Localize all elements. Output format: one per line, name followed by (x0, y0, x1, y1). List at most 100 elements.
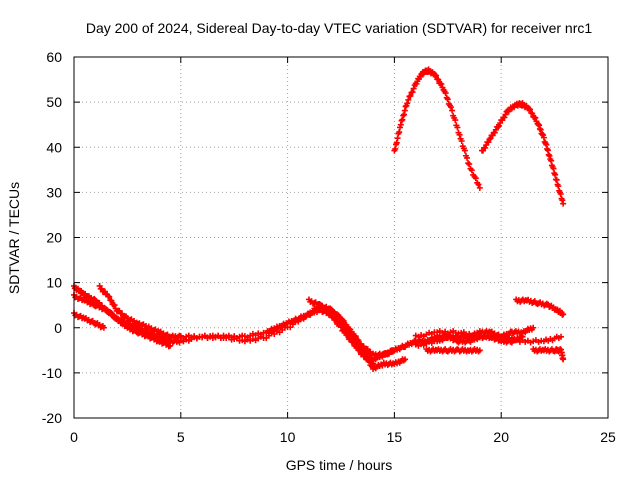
y-tick-label: -20 (42, 410, 62, 426)
data-point (449, 107, 456, 114)
data-point (363, 352, 370, 359)
data-point (501, 114, 508, 121)
series-arc-j (530, 346, 567, 363)
series-arc-d (96, 282, 398, 360)
y-tick-label: 40 (46, 139, 62, 155)
y-tick-label: 20 (46, 230, 62, 246)
data-points (71, 66, 567, 372)
y-tick-label: 50 (46, 94, 62, 110)
data-point (366, 357, 373, 364)
y-tick-label: 0 (54, 320, 62, 336)
y-tick-label: 30 (46, 184, 62, 200)
data-point (496, 122, 503, 129)
data-point (433, 72, 440, 79)
data-point (401, 107, 408, 114)
data-point (391, 347, 398, 354)
data-point (465, 160, 472, 167)
y-axis-label: SDTVAR / TECUs (6, 182, 22, 294)
data-point (399, 116, 406, 123)
data-point (560, 311, 567, 318)
data-point (100, 324, 107, 331)
data-point (167, 342, 174, 349)
x-tick-label: 0 (70, 429, 78, 445)
data-point (475, 181, 482, 188)
data-point (435, 76, 442, 83)
data-point (461, 147, 468, 154)
data-point (482, 144, 489, 151)
data-point (472, 175, 479, 182)
data-point (476, 184, 483, 191)
y-tick-label: 10 (46, 275, 62, 291)
data-point (529, 110, 536, 117)
axis-ticks: 0 5 10 15 20 25 -20 -10 0 10 20 30 40 50 60 (42, 49, 616, 445)
series-arc-h (412, 324, 537, 349)
series-arc-f (327, 305, 409, 372)
data-point (354, 339, 361, 346)
data-point (409, 89, 416, 96)
series-arc-b (71, 282, 174, 350)
data-point (486, 136, 493, 143)
data-point (485, 139, 492, 146)
data-point (544, 147, 551, 154)
data-point (540, 134, 547, 141)
data-point (448, 104, 455, 111)
data-point (494, 123, 501, 130)
data-point (111, 302, 118, 309)
data-point (491, 129, 498, 136)
data-point (536, 122, 543, 129)
data-point (550, 165, 557, 172)
x-axis-label: GPS time / hours (286, 457, 393, 473)
data-point (553, 176, 560, 183)
data-point (402, 103, 409, 110)
data-point (401, 111, 408, 118)
data-point (404, 100, 411, 107)
series-arc-k (513, 296, 567, 318)
data-point (351, 335, 358, 342)
y-tick-label: -10 (42, 365, 62, 381)
data-point (444, 96, 451, 103)
data-point (458, 138, 465, 145)
data-point (338, 324, 344, 331)
data-point (346, 328, 353, 335)
data-point (532, 114, 539, 121)
data-point (402, 356, 409, 363)
y-tick-label: 60 (46, 49, 62, 65)
data-point (442, 90, 449, 97)
series-arc-m (478, 100, 567, 207)
series-arc-i (423, 346, 483, 355)
data-point (342, 321, 349, 328)
data-point (476, 347, 483, 354)
data-point (546, 152, 553, 159)
data-point (548, 157, 555, 164)
data-point (559, 197, 566, 204)
data-point (396, 129, 403, 136)
data-point (555, 183, 562, 190)
x-tick-label: 25 (600, 429, 616, 445)
series-arc-c (71, 310, 107, 331)
data-point (407, 92, 414, 99)
data-point (359, 346, 366, 353)
data-point (393, 139, 400, 146)
series-arc-l (391, 66, 483, 191)
x-tick-label: 20 (493, 429, 509, 445)
data-point (543, 141, 550, 148)
data-point (466, 161, 473, 168)
x-tick-label: 5 (177, 429, 185, 445)
data-point (398, 117, 405, 124)
data-point (558, 333, 565, 340)
x-tick-label: 15 (387, 429, 403, 445)
data-point (452, 117, 459, 124)
data-point (464, 154, 471, 161)
data-point (527, 106, 534, 113)
data-point (339, 316, 346, 323)
chart-title: Day 200 of 2024, Sidereal Day-to-day VTE… (86, 20, 592, 36)
data-point (397, 121, 404, 128)
data-point (332, 317, 339, 324)
data-point (108, 297, 115, 304)
x-tick-label: 10 (280, 429, 296, 445)
data-point (438, 81, 445, 88)
data-point (394, 135, 401, 142)
data-point (392, 145, 399, 152)
data-point (400, 112, 407, 119)
